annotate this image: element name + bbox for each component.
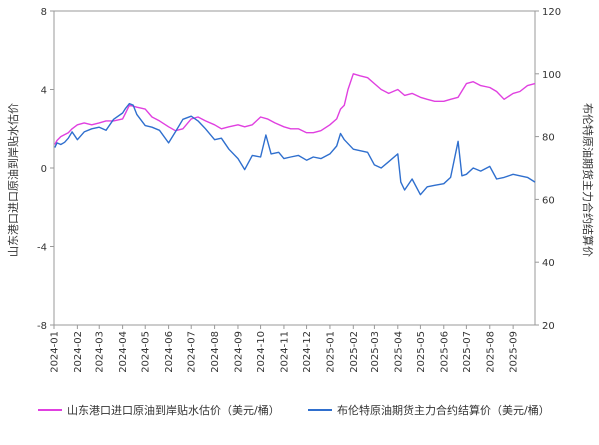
left-axis-label: 山东港口进口原油到岸贴水估价 bbox=[6, 103, 20, 257]
right-y-tick-label: 40 bbox=[542, 258, 555, 269]
x-tick-label: 2024-04 bbox=[118, 331, 129, 373]
left-y-tick-label: 0 bbox=[41, 164, 47, 175]
x-tick-label: 2024-11 bbox=[279, 331, 290, 373]
left-y-tick-label: -4 bbox=[37, 243, 47, 254]
left-y-tick-label: 8 bbox=[41, 7, 47, 18]
x-tick-label: 2024-12 bbox=[302, 331, 313, 373]
series-line-0 bbox=[54, 73, 536, 145]
x-tick-label: 2025-03 bbox=[370, 331, 381, 373]
x-tick-label: 2024-06 bbox=[164, 331, 175, 373]
x-tick-label: 2025-02 bbox=[349, 331, 360, 373]
x-tick-label: 2024-05 bbox=[141, 331, 152, 373]
legend-label-0: 山东港口进口原油到岸贴水估价（美元/桶） bbox=[67, 403, 280, 417]
right-y-tick-label: 80 bbox=[542, 133, 555, 144]
left-y-tick-label: 4 bbox=[41, 86, 47, 97]
legend: 山东港口进口原油到岸贴水估价（美元/桶） 布伦特原油期货主力合约结算价（美元/桶） bbox=[38, 403, 550, 417]
x-tick-label: 2024-03 bbox=[95, 331, 106, 373]
right-y-tick-label: 100 bbox=[542, 70, 561, 81]
right-y-tick-label: 60 bbox=[542, 195, 555, 206]
x-tick-label: 2025-07 bbox=[462, 331, 473, 373]
x-tick-label: 2025-05 bbox=[416, 331, 427, 373]
legend-label-1: 布伦特原油期货主力合约结算价（美元/桶） bbox=[337, 403, 550, 417]
series-group bbox=[54, 73, 536, 196]
left-y-tick-label: -8 bbox=[37, 321, 47, 332]
x-tick-label: 2025-06 bbox=[439, 331, 450, 373]
x-tick-label: 2025-01 bbox=[325, 331, 336, 373]
x-tick-label: 2024-09 bbox=[233, 331, 244, 373]
series-line-1 bbox=[54, 102, 536, 196]
right-y-tick-label: 120 bbox=[542, 7, 561, 18]
x-tick-label: 2025-08 bbox=[485, 331, 496, 373]
x-tick-label: 2024-08 bbox=[210, 331, 221, 373]
x-tick-label: 2024-02 bbox=[73, 331, 84, 373]
right-axis-label: 布伦特原油期货主力合约结算价 bbox=[581, 103, 595, 257]
x-tick-label: 2024-01 bbox=[50, 331, 61, 373]
x-tick-label: 2024-07 bbox=[187, 331, 198, 373]
x-tick-label: 2025-04 bbox=[393, 331, 404, 373]
x-tick-label: 2025-09 bbox=[509, 331, 520, 373]
right-y-tick-label: 20 bbox=[542, 321, 555, 332]
x-tick-label: 2024-10 bbox=[256, 331, 267, 373]
